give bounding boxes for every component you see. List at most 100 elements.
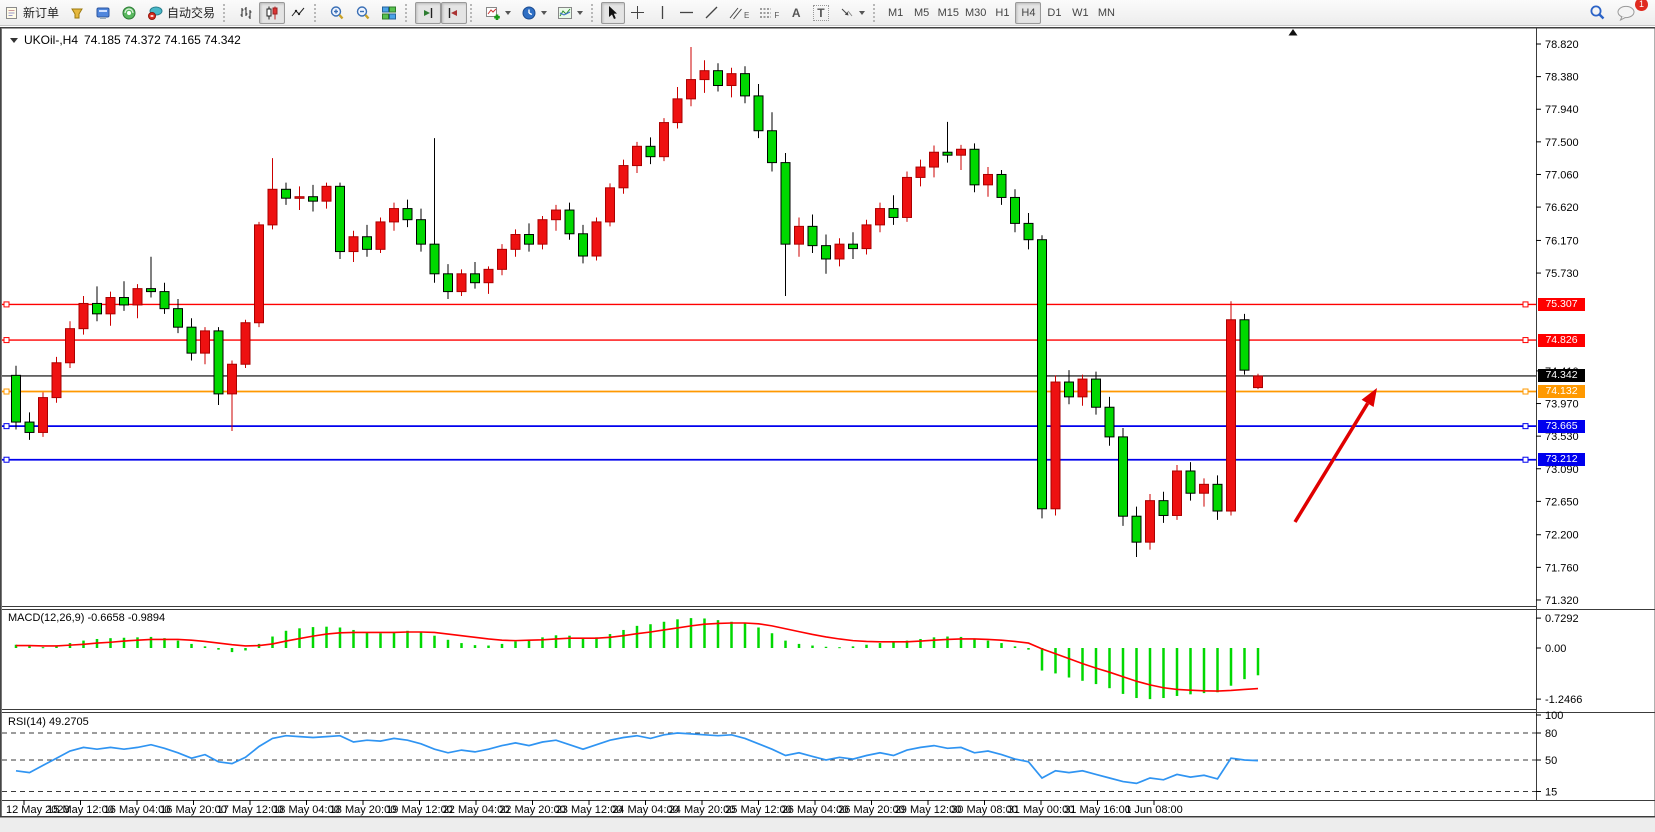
macd-histogram-bar: [190, 643, 193, 648]
equidistant-channel-button[interactable]: E: [724, 2, 754, 24]
candle: [375, 221, 386, 250]
candle: [456, 273, 467, 293]
auto-scroll-button[interactable]: [415, 1, 442, 24]
trend-arrow[interactable]: [1293, 388, 1377, 523]
zoom-in-button[interactable]: [324, 2, 350, 24]
toolbar-grip: [223, 3, 229, 22]
signals-button[interactable]: [116, 2, 142, 24]
price-axis[interactable]: 78.820 78.380 77.940 77.500 77.060 76.620 76.1…: [1536, 39, 1579, 607]
macd-histogram-bar: [932, 637, 936, 648]
macd-histogram-bar: [1135, 648, 1138, 699]
hline-handle: [1522, 423, 1529, 430]
new-order-button[interactable]: 新订单: [0, 2, 64, 24]
svg-text:26 May 04:00: 26 May 04:00: [782, 804, 849, 816]
metaeditor-button[interactable]: [64, 2, 90, 24]
svg-text:18 May 20:00: 18 May 20:00: [330, 804, 397, 816]
line-chart-button[interactable]: [285, 2, 311, 24]
cursor-button[interactable]: [601, 1, 626, 24]
terminal-button[interactable]: [90, 2, 116, 24]
arrows-button[interactable]: [834, 2, 870, 24]
zoom-out-button[interactable]: [350, 2, 376, 24]
timeframe-m1-button[interactable]: M1: [883, 2, 909, 24]
templates-icon: [558, 6, 573, 19]
indicators-button[interactable]: [480, 2, 516, 24]
macd-histogram-bar: [622, 629, 625, 648]
auto-trading-button[interactable]: 自动交易: [142, 2, 220, 24]
macd-histogram-bar: [946, 636, 949, 648]
macd-histogram-bar: [959, 636, 963, 648]
svg-text:23 May 12:00: 23 May 12:00: [556, 804, 623, 816]
timeframe-m15-button[interactable]: M15: [935, 2, 962, 24]
chart-shift-icon: [448, 7, 458, 18]
candle: [146, 288, 156, 293]
candle: [1091, 378, 1101, 408]
timeframe-w1-button[interactable]: W1: [1067, 2, 1093, 24]
svg-text:71.320: 71.320: [1545, 595, 1579, 607]
macd-histogram-bar: [541, 637, 544, 648]
svg-text:78.380: 78.380: [1545, 72, 1579, 84]
trendline-button[interactable]: [699, 2, 724, 24]
timeframe-d1-button[interactable]: D1: [1041, 2, 1067, 24]
macd-histogram-bar: [1229, 648, 1233, 686]
candle: [119, 297, 129, 306]
timeframe-h1-button[interactable]: H1: [989, 2, 1015, 24]
macd-histogram-bar: [406, 630, 409, 648]
bar-chart-button[interactable]: [233, 2, 259, 24]
text-button[interactable]: A: [784, 2, 808, 24]
hline-handle: [3, 301, 10, 308]
candle: [1212, 483, 1223, 512]
candle: [780, 162, 791, 245]
chat-bubble-icon: [1617, 5, 1635, 21]
toolbar-group-scroll: [415, 0, 468, 26]
macd-histogram-bar: [149, 636, 153, 648]
svg-text:18 May 04:00: 18 May 04:00: [273, 804, 340, 816]
horizontal-line-button[interactable]: [674, 2, 699, 24]
candle: [686, 79, 696, 100]
macd-histogram-bar: [608, 634, 612, 648]
fibonacci-button[interactable]: F: [754, 2, 784, 24]
macd-histogram-bar: [1175, 648, 1179, 696]
tile-windows-button[interactable]: [376, 2, 402, 24]
macd-histogram-bar: [986, 640, 990, 648]
candlestick-chart-button[interactable]: [259, 1, 286, 24]
periods-button[interactable]: [516, 2, 552, 24]
timeframe-m30-button[interactable]: M30: [962, 2, 989, 24]
chart-shift-button[interactable]: [441, 1, 468, 24]
periods-clock-icon: [522, 6, 536, 19]
notification-badge: 1: [1635, 0, 1648, 11]
notifications-button[interactable]: [1611, 2, 1641, 24]
chart-ohlc-values: 74.185 74.372 74.165 74.342: [84, 33, 241, 47]
templates-button[interactable]: [552, 2, 588, 24]
candle: [51, 362, 62, 399]
candle: [92, 302, 102, 315]
text-label-button[interactable]: T: [808, 2, 833, 24]
templates-caret-icon: [577, 11, 584, 18]
svg-text:19 May 12:00: 19 May 12:00: [386, 804, 453, 816]
candle: [564, 209, 575, 235]
svg-text:73.530: 73.530: [1545, 431, 1579, 443]
candle: [996, 173, 1007, 198]
chart-title-dropdown-icon[interactable]: [10, 37, 18, 47]
hline-handle: [3, 423, 10, 430]
search-button[interactable]: [1584, 2, 1611, 24]
svg-text:22 May 20:00: 22 May 20:00: [499, 804, 566, 816]
trendline-icon: [705, 6, 718, 19]
macd-histogram-bar: [797, 643, 801, 648]
hline-handle: [1522, 301, 1529, 308]
chart-window[interactable]: [0, 27, 1655, 817]
candle: [1253, 375, 1263, 389]
signals-icon: [122, 6, 136, 19]
candle: [1239, 319, 1250, 371]
vertical-line-button[interactable]: [650, 2, 674, 24]
timeframe-m5-button[interactable]: M5: [909, 2, 935, 24]
macd-histogram-bar: [716, 620, 720, 648]
timeframe-mn-button[interactable]: MN: [1093, 2, 1119, 24]
crosshair-button[interactable]: [625, 2, 650, 24]
candle: [510, 234, 521, 250]
macd-signal-line: [16, 622, 1259, 692]
candles-layer: [11, 46, 1263, 557]
timeframe-h4-button[interactable]: H4: [1015, 1, 1042, 24]
macd-histogram-bar: [244, 648, 247, 651]
